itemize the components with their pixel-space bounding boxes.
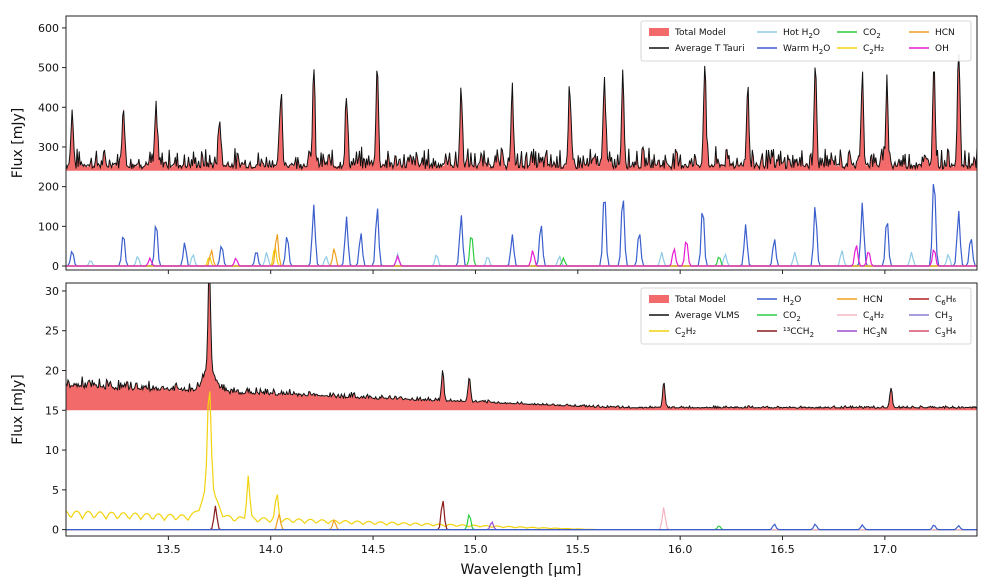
y-tick-label: 25 [45,325,59,338]
y-tick-label: 20 [45,365,59,378]
legend-label: C2H₂ [863,44,885,56]
legend-label: H2O [783,295,801,307]
y-tick-label: 400 [38,101,59,114]
y-tick-label: 15 [45,404,59,417]
legend-label: HCN [863,295,883,305]
plot-frame [65,15,978,271]
legend: Total Model Average T Tauri Hot H2O Warm H2… [640,20,972,62]
y-axis-label: Flux [mJy] [10,108,26,179]
legend-label: Warm H2O [783,44,830,56]
series-line [66,234,977,267]
legend-label: Average VLMS [675,311,740,321]
x-tick-label: 13.5 [156,543,181,556]
legend-label: OH [935,44,949,54]
x-tick-label: 16.0 [668,543,693,556]
legend-label: Total Model [674,28,726,38]
legend-label: C4H₂ [863,311,885,323]
plot-frame [65,282,978,537]
series-c4h2 [66,507,977,531]
legend-label: HCN [935,28,955,38]
series-line [66,241,977,267]
y-tick-label: 500 [38,62,59,75]
total-model-area [66,283,977,411]
series-hot-h2o [66,250,977,267]
legend-label: ¹³CCH2 [783,327,814,339]
x-tick-label: 16.5 [770,543,795,556]
y-axis-label: Flux [mJy] [10,374,26,445]
series-line [66,391,977,531]
y-tick-label: 0 [52,260,59,273]
series-line [66,521,977,531]
y-tick-label: 600 [38,22,59,35]
y-tick-label: 30 [45,285,59,298]
legend-label: HC3N [863,327,887,339]
series-line [66,500,977,531]
x-tick-label: 14.5 [361,543,386,556]
series-line [66,184,977,267]
legend-swatch [649,28,669,36]
series-line [66,523,977,531]
legend-swatch [649,295,669,303]
observed-spectrum [66,283,977,410]
legend-label: Hot H2O [783,28,820,40]
y-tick-label: 0 [52,524,59,537]
x-tick-label: 15.5 [566,543,591,556]
x-axis-label: Wavelength [μm] [461,562,582,578]
observed-spectrum [66,54,977,171]
x-tick-label: 14.0 [258,543,283,556]
series-line [66,507,977,531]
y-tick-label: 10 [45,444,59,457]
legend-label: C2H₂ [675,327,697,339]
legend-label: Average T Tauri [675,44,745,54]
legend-label: CO2 [783,311,801,323]
legend-label: CH3 [935,311,953,323]
legend-label: Total Model [674,295,726,305]
y-tick-label: 5 [52,484,59,497]
x-tick-label: 15.0 [463,543,488,556]
series-c2h2 [66,391,977,531]
panel-bottom: 0 5 10 15 20 25 30 13.5 14.0 14.5 15.0 15.5 16.0 16.5… [10,282,978,556]
y-tick-label: 100 [38,220,59,233]
series-warm-h2o [66,184,977,267]
series-line [66,236,977,267]
series-line [66,250,977,267]
series-oh [66,241,977,267]
series-h2o [66,523,977,531]
series-co2 [66,236,977,267]
y-tick-label: 300 [38,141,59,154]
legend: Total Model Average VLMS C2H₂ H2O CO2 ¹³CCH2 H… [640,287,972,345]
series-hcn [66,234,977,267]
panel-top: 0 100 200 300 400 500 600 Flux [mJy] Total Model… [10,15,978,274]
legend-label: C3H₄ [935,327,957,339]
series-13cch2 [66,500,977,531]
series-hc3n [66,521,977,531]
legend-label: CO2 [863,28,881,40]
x-tick-label: 17.0 [873,543,898,556]
y-tick-label: 200 [38,181,59,194]
legend-label: C6H₆ [935,295,957,307]
